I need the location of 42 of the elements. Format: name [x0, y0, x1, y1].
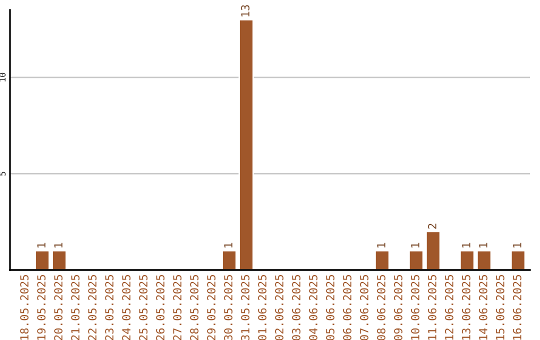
x-tick-label: 09.06.2025 [394, 275, 402, 340]
x-tick-label: 02.06.2025 [275, 275, 284, 340]
x-tick-label: 26.05.2025 [156, 275, 164, 340]
x-tick-label: 31.05.2025 [241, 275, 250, 340]
x-tick-label: 12.06.2025 [444, 275, 454, 340]
data-label: 13 [241, 5, 250, 16]
data-label: 1 [411, 242, 420, 248]
x-tick-label: 13.06.2025 [462, 275, 470, 340]
x-tick-label: 28.05.2025 [190, 275, 198, 340]
data-label: 1 [462, 242, 470, 248]
x-tick-label: 21.05.2025 [71, 275, 80, 340]
x-tick-label: 25.05.2025 [139, 275, 148, 340]
x-tick-label: 19.05.2025 [37, 275, 46, 340]
x-tick-label: 20.05.2025 [54, 275, 63, 340]
x-tick-label: 15.06.2025 [496, 275, 504, 340]
x-tick-label: 22.05.2025 [88, 275, 97, 340]
x-tick-label: 05.06.2025 [326, 275, 334, 340]
x-tick-label: 18.05.2025 [20, 275, 29, 340]
x-tick-label: 08.06.2025 [377, 275, 386, 340]
data-label: 1 [54, 242, 62, 248]
data-label: 1 [377, 242, 386, 248]
x-tick-label: 10.06.2025 [410, 275, 420, 340]
data-label: 1 [224, 242, 232, 248]
x-tick-label: 29.05.2025 [207, 275, 216, 340]
x-tick-label: 11.06.2025 [428, 275, 436, 340]
data-label: 1 [513, 242, 522, 248]
x-tick-label: 23.05.2025 [105, 275, 114, 340]
data-label: 2 [428, 224, 436, 229]
x-tick-label: 14.06.2025 [478, 275, 488, 340]
data-label: 1 [37, 242, 46, 248]
x-tick-label: 01.06.2025 [258, 275, 266, 340]
bar [374, 250, 390, 270]
x-tick-label: 24.05.2025 [122, 275, 131, 340]
x-tick-label: 06.06.2025 [343, 275, 352, 340]
x-tick-label: 07.06.2025 [360, 275, 368, 340]
x-tick-label: 16.06.2025 [512, 275, 522, 340]
bar [510, 250, 526, 270]
data-label: 1 [479, 242, 488, 248]
x-tick-label: 30.05.2025 [224, 275, 232, 340]
x-tick-label: 27.05.2025 [173, 275, 182, 340]
x-tick-label: 04.06.2025 [309, 275, 318, 340]
x-tick-label: 03.06.2025 [292, 275, 300, 340]
